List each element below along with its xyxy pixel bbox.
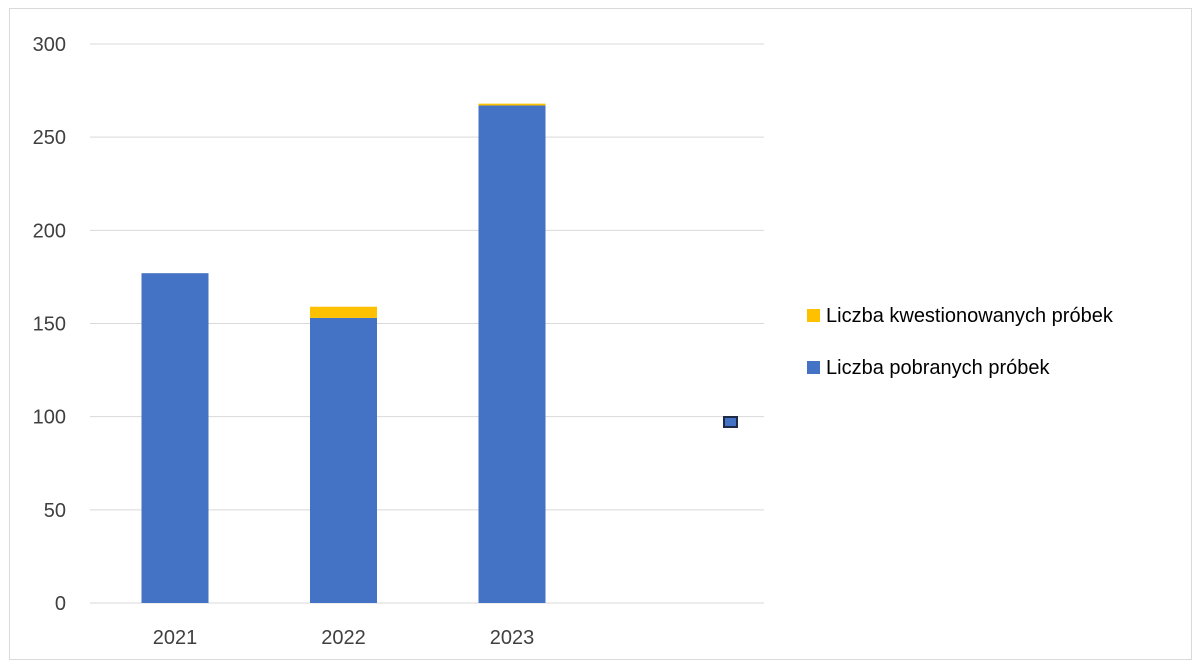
bar-segment[interactable] <box>478 105 546 604</box>
y-tick-label: 250 <box>33 127 66 149</box>
bar-segment[interactable] <box>141 273 209 603</box>
legend-label: Liczba kwestionowanych próbek <box>826 305 1114 327</box>
bar-segment[interactable] <box>310 317 377 603</box>
y-tick-label: 200 <box>33 220 66 242</box>
legend-swatch <box>807 361 820 374</box>
y-axis-ticks: 0 50 100 150 200 250 300 <box>33 34 66 615</box>
selection-handle[interactable] <box>723 416 738 428</box>
x-tick-label: 2023 <box>490 627 535 649</box>
legend-swatch <box>807 309 820 322</box>
bar-segment[interactable] <box>478 103 546 106</box>
legend: Liczba kwestionowanych próbek Liczba pobr… <box>807 305 1114 379</box>
bar-segment[interactable] <box>310 306 377 318</box>
x-tick-label: 2022 <box>321 627 366 649</box>
y-tick-label: 100 <box>33 407 66 429</box>
bars <box>141 103 546 604</box>
y-tick-label: 300 <box>33 34 66 56</box>
y-tick-label: 150 <box>33 314 66 336</box>
legend-label: Liczba pobranych próbek <box>826 357 1050 379</box>
y-tick-label: 50 <box>44 500 66 522</box>
selection-handle-box[interactable] <box>723 416 738 428</box>
y-tick-label: 0 <box>55 593 66 615</box>
x-tick-label: 2021 <box>153 627 198 649</box>
x-axis-ticks: 2021 2022 2023 <box>153 627 535 649</box>
